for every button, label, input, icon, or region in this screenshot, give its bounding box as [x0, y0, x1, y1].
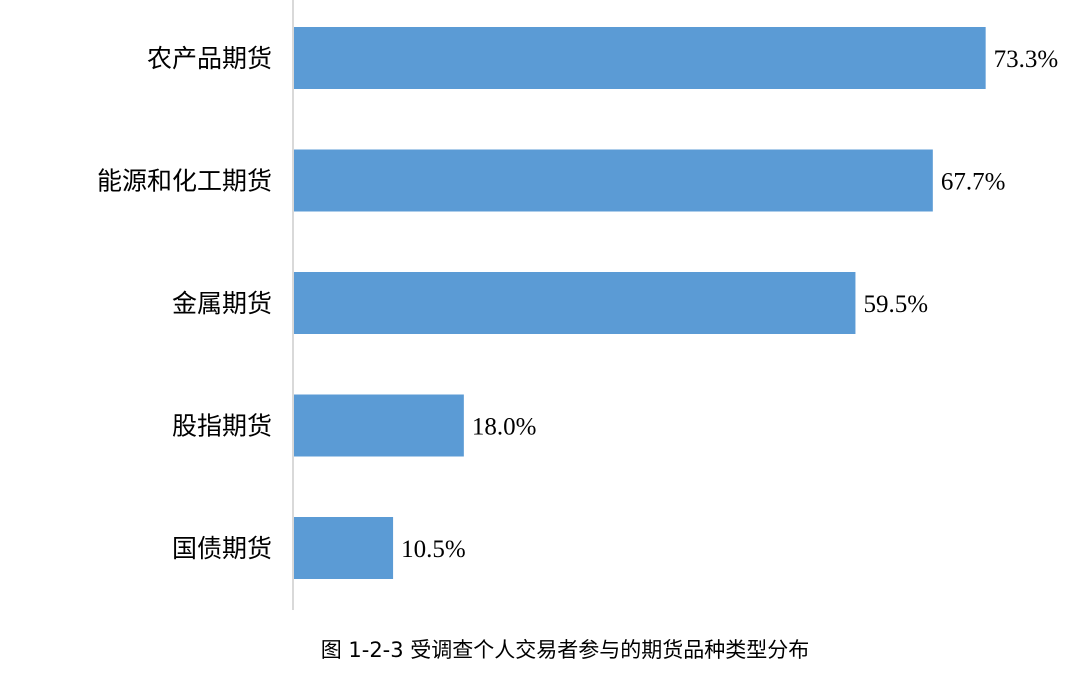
category-label: 金属期货	[172, 289, 272, 318]
category-label: 农产品期货	[147, 44, 272, 73]
value-label: 73.3%	[994, 46, 1059, 73]
value-label: 59.5%	[863, 291, 928, 318]
bar-2	[294, 272, 856, 334]
category-label: 能源和化工期货	[97, 167, 272, 196]
value-labels: 73.3% 67.7% 59.5% 18.0% 10.5%	[401, 46, 1058, 563]
bar-group	[294, 27, 986, 579]
value-label: 10.5%	[401, 536, 466, 563]
value-label: 67.7%	[941, 169, 1006, 196]
category-label: 国债期货	[172, 534, 272, 563]
bar-1	[294, 149, 933, 212]
bar-0	[294, 27, 986, 89]
figure-caption: 图 1-2-3 受调查个人交易者参与的期货品种类型分布	[321, 638, 810, 662]
bar-3	[294, 394, 464, 457]
category-label: 股指期货	[172, 412, 272, 441]
bar-4	[294, 517, 394, 579]
value-label: 18.0%	[472, 414, 537, 441]
